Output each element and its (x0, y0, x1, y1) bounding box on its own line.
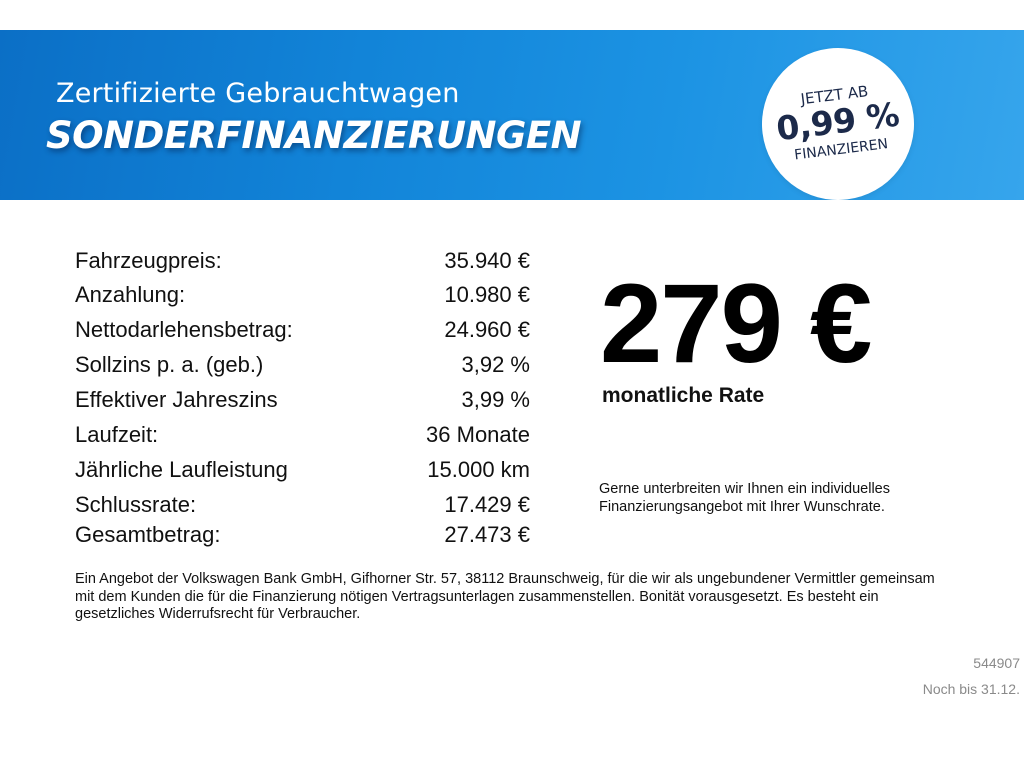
term-value: 3,92 % (461, 352, 531, 377)
term-value: 3,99 % (461, 387, 531, 412)
promo-banner: Zertifizierte Gebrauchtwagen SONDERFINAN… (0, 30, 1024, 200)
offer-note: Gerne unterbreiten wir Ihnen ein individ… (599, 481, 890, 515)
term-label: Schlussrate: (75, 492, 197, 517)
term-value: 24.960 € (444, 317, 530, 342)
term-value: 36 Monate (426, 422, 530, 447)
term-row-vehicle-price: Fahrzeugpreis: 35.940 € (75, 248, 530, 278)
legal-disclaimer: Ein Angebot der Volkswagen Bank GmbH, Gi… (75, 571, 935, 622)
term-row-down-payment: Anzahlung: 10.980 € (75, 282, 530, 312)
reference-number: 544907 (973, 655, 1020, 671)
monthly-rate-label: monatliche Rate (602, 384, 765, 407)
term-label: Jährliche Laufleistung (75, 457, 288, 482)
term-label: Fahrzeugpreis: (75, 248, 222, 273)
term-row-final-rate: Schlussrate: 17.429 € (75, 492, 530, 522)
validity-note: Noch bis 31.12. (922, 681, 1020, 697)
term-value: 10.980 € (444, 282, 530, 307)
term-value: 35.940 € (444, 248, 530, 273)
term-label: Gesamtbetrag: (75, 522, 221, 547)
term-label: Effektiver Jahreszins (75, 387, 278, 412)
term-row-duration: Laufzeit: 36 Monate (75, 422, 530, 452)
rate-badge: JETZT AB 0,99 % FINANZIEREN (753, 39, 923, 200)
banner-title: SONDERFINANZIERUNGEN (46, 114, 582, 157)
monthly-rate-amount: 279 € (600, 261, 872, 386)
term-row-borrowing-rate: Sollzins p. a. (geb.) 3,92 % (75, 352, 530, 382)
term-label: Anzahlung: (75, 282, 186, 307)
banner-subtitle: Zertifizierte Gebrauchtwagen (56, 78, 460, 109)
term-value: 27.473 € (444, 522, 530, 547)
term-row-effective-rate: Effektiver Jahreszins 3,99 % (75, 387, 530, 417)
term-value: 15.000 km (427, 457, 530, 482)
term-label: Sollzins p. a. (geb.) (75, 352, 264, 377)
term-label: Laufzeit: (75, 422, 159, 447)
term-value: 17.429 € (444, 492, 530, 517)
term-row-total-amount: Gesamtbetrag: 27.473 € (75, 522, 530, 552)
term-label: Nettodarlehensbetrag: (75, 317, 293, 342)
term-row-annual-mileage: Jährliche Laufleistung 15.000 km (75, 457, 530, 487)
term-row-net-loan: Nettodarlehensbetrag: 24.960 € (75, 317, 530, 347)
